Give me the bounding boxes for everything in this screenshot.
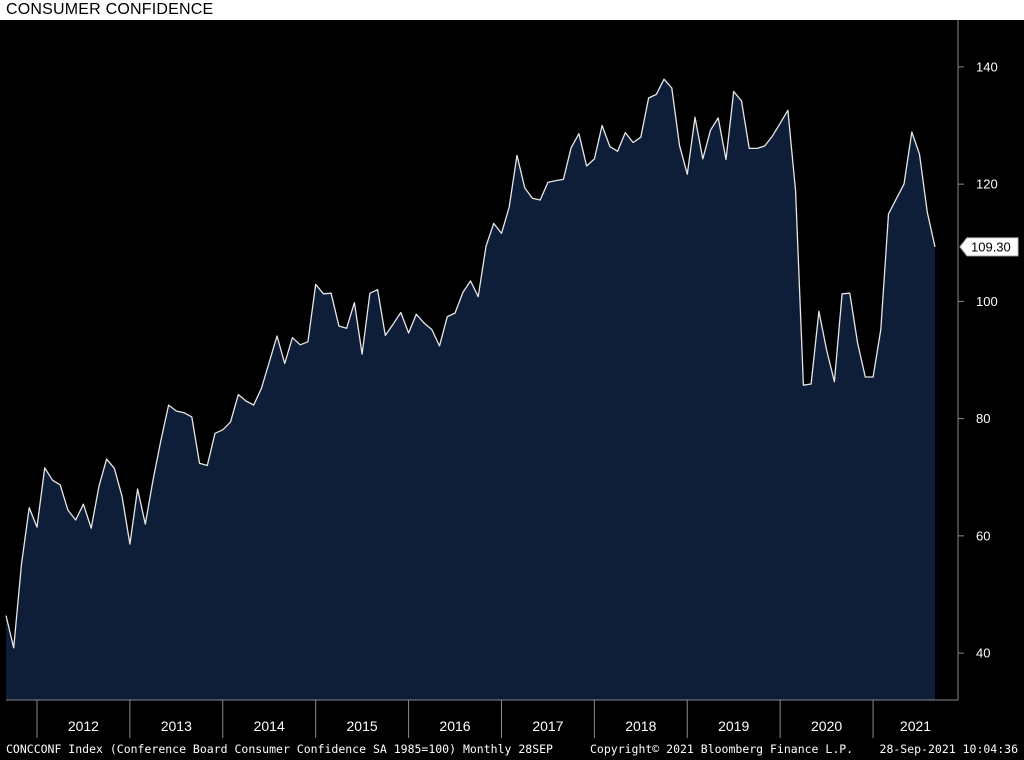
footer-index-description: CONCCONF Index (Conference Board Consume… [6,742,553,756]
footer-timestamp: 28-Sep-2021 10:04:36 [879,742,1018,756]
chart-title: CONSUMER CONFIDENCE [6,1,214,18]
x-tick-label: 2017 [532,718,563,734]
footer-bar: CONCCONF Index (Conference Board Consume… [0,740,1024,760]
x-tick-label: 2021 [900,718,931,734]
x-tick-label: 2019 [718,718,749,734]
y-tick-label: 140 [976,59,998,74]
series-area [6,79,935,700]
last-value-label: 109.30 [971,239,1011,254]
x-tick-label: 2014 [254,718,285,734]
x-tick-label: 2018 [625,718,656,734]
y-tick-label: 60 [976,528,990,543]
y-tick-label: 100 [976,294,998,309]
last-value-badge [959,237,1019,257]
x-tick-label: 2015 [347,718,378,734]
y-tick-label: 80 [976,411,990,426]
x-tick-label: 2013 [161,718,192,734]
footer-copyright: Copyright© 2021 Bloomberg Finance L.P. [590,742,854,756]
x-tick-label: 2020 [811,718,842,734]
series-line [5,78,936,649]
x-tick-label: 2016 [439,718,470,734]
y-tick-label: 120 [976,177,998,192]
x-tick-label: 2012 [68,718,99,734]
header-bar: CONSUMER CONFIDENCE [0,0,1024,20]
chart-plot: 40 60 80 100 120 140 109.30 2012 2013 2014 2015 201… [5,20,1019,738]
y-tick-label: 40 [976,646,990,661]
